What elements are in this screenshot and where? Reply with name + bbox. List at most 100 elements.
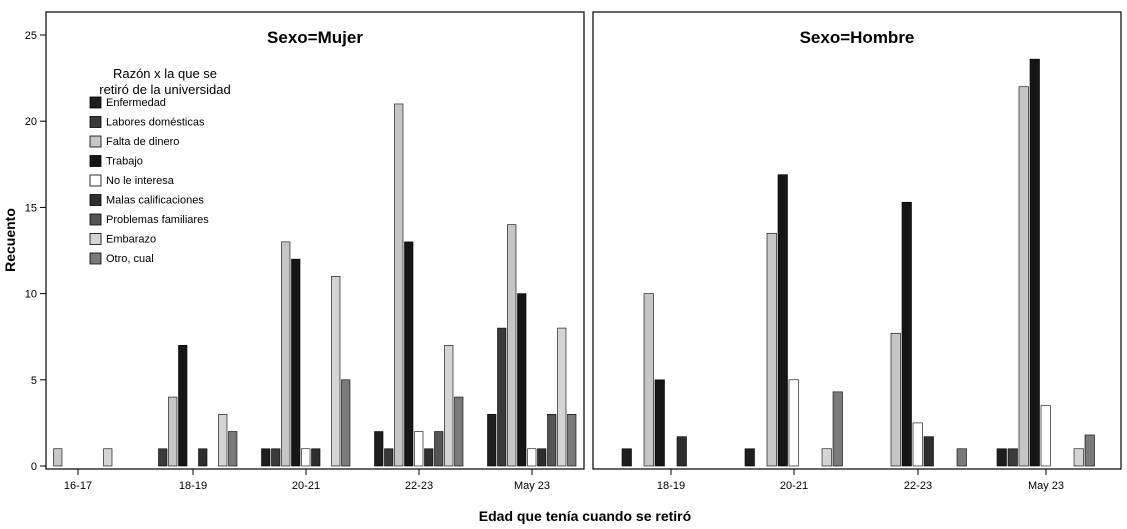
bar-mujer-1-1 <box>158 448 168 467</box>
x-tick-label: May 23 <box>514 480 550 492</box>
bar-mujer-2-8 <box>341 379 351 467</box>
x-ticks-mujer: 16-17 18-19 20-21 22-23 May 23 <box>64 469 550 492</box>
bar-hombre-2-3 <box>901 201 912 467</box>
bar-hombre-3-0 <box>996 448 1007 467</box>
bar-mujer-4-2 <box>507 224 517 467</box>
bar-mujer-1-5 <box>198 448 208 467</box>
bar-hombre-0-0 <box>621 448 632 467</box>
legend-item-label: Otro, cual <box>106 253 154 265</box>
y-tick-label: 20 <box>25 116 37 128</box>
bar-hombre-3-8 <box>1084 434 1095 467</box>
bar-mujer-4-5 <box>537 448 547 467</box>
legend: Razón x la que se retiró de la universid… <box>89 66 231 265</box>
bar-mujer-1-8 <box>228 431 238 467</box>
bar-hombre-1-2 <box>766 232 777 467</box>
bar-mujer-3-8 <box>454 396 464 467</box>
x-ticks-hombre: 18-19 20-21 22-23 May 23 <box>657 469 1064 492</box>
legend-swatch <box>89 174 102 187</box>
bar-mujer-4-1 <box>497 327 507 467</box>
bar-mujer-3-1 <box>384 448 394 467</box>
y-tick-label: 25 <box>25 30 37 42</box>
legend-items: Enfermedad Labores domésticas Falta de din… <box>89 96 209 265</box>
bar-mujer-2-0 <box>261 448 271 467</box>
y-tick-label: 10 <box>25 289 37 301</box>
bar-mujer-2-4 <box>301 448 311 467</box>
legend-swatch <box>89 96 102 109</box>
legend-swatch <box>89 116 102 128</box>
bar-mujer-4-8 <box>567 413 577 467</box>
panel-hombre-title: Sexo=Hombre <box>800 28 915 47</box>
legend-item-label: Labores domésticas <box>106 117 205 129</box>
y-tick-label: 5 <box>31 375 37 387</box>
bar-mujer-2-3 <box>291 258 301 467</box>
x-tick-label: May 23 <box>1028 480 1064 492</box>
panel-mujer: Sexo=Mujer <box>45 11 585 470</box>
bar-hombre-1-0 <box>744 448 755 467</box>
bars-hombre <box>621 58 1095 467</box>
legend-item-label: No le interesa <box>106 175 175 187</box>
bar-hombre-3-7 <box>1073 448 1084 467</box>
bar-mujer-4-4 <box>527 448 537 467</box>
x-tick-label: 16-17 <box>64 480 92 492</box>
x-tick-label: 20-21 <box>780 480 808 492</box>
y-axis: 0 5 10 15 20 25 <box>25 30 46 473</box>
legend-swatch <box>89 213 102 226</box>
legend-item-label: Embarazo <box>106 234 156 246</box>
bar-hombre-2-5 <box>923 436 934 467</box>
bar-mujer-4-0 <box>487 413 497 467</box>
legend-item-label: Problemas familiares <box>106 214 209 226</box>
bar-mujer-3-4 <box>414 431 424 467</box>
bar-hombre-1-4 <box>788 379 799 467</box>
bar-mujer-0-2 <box>53 448 63 467</box>
bars-mujer <box>53 103 577 467</box>
panel-hombre-frame <box>592 11 1122 470</box>
bar-mujer-4-6 <box>547 413 557 467</box>
bar-mujer-3-2 <box>394 103 404 467</box>
bar-hombre-3-3 <box>1029 58 1040 467</box>
legend-swatch <box>89 135 102 148</box>
bar-hombre-2-8 <box>956 448 967 467</box>
legend-item-label: Enfermedad <box>106 97 166 109</box>
x-tick-label: 18-19 <box>179 480 207 492</box>
legend-title-line2: retiró de la universidad <box>99 82 231 97</box>
x-tick-label: 18-19 <box>657 480 685 492</box>
panel-hombre: Sexo=Hombre <box>592 11 1122 470</box>
bar-hombre-0-5 <box>676 436 687 467</box>
legend-swatch <box>89 194 102 206</box>
bar-mujer-1-2 <box>168 396 178 467</box>
legend-item-label: Trabajo <box>106 156 143 168</box>
bar-hombre-2-2 <box>890 332 901 467</box>
bar-hombre-2-4 <box>912 422 923 467</box>
bar-hombre-3-4 <box>1040 405 1051 467</box>
bar-hombre-0-2 <box>643 293 654 467</box>
legend-swatch <box>89 155 102 167</box>
y-tick-label: 15 <box>25 202 37 214</box>
y-axis-title: Recuento <box>2 208 18 272</box>
bar-mujer-3-6 <box>434 431 444 467</box>
legend-item-label: Malas calificaciones <box>106 195 204 207</box>
bar-mujer-3-3 <box>404 241 414 467</box>
bar-mujer-3-7 <box>444 345 454 467</box>
legend-title-line1: Razón x la que se <box>113 66 217 81</box>
bar-hombre-3-2 <box>1018 86 1029 467</box>
bar-mujer-3-0 <box>374 431 384 467</box>
x-axis-title: Edad que tenía cuando se retiró <box>479 508 691 524</box>
bar-hombre-1-7 <box>821 448 832 467</box>
bar-mujer-1-7 <box>218 413 228 467</box>
x-tick-label: 22-23 <box>904 480 932 492</box>
bar-mujer-3-5 <box>424 448 434 467</box>
bar-mujer-0-7 <box>103 448 113 467</box>
legend-swatch <box>89 233 102 245</box>
bar-mujer-2-7 <box>331 276 341 467</box>
legend-swatch <box>89 252 102 265</box>
bar-hombre-1-3 <box>777 174 788 467</box>
bar-mujer-2-1 <box>271 448 281 467</box>
bar-mujer-1-3 <box>178 345 188 467</box>
x-tick-label: 20-21 <box>292 480 320 492</box>
bar-mujer-4-7 <box>557 327 567 467</box>
bar-hombre-1-8 <box>832 391 843 467</box>
bar-mujer-2-2 <box>281 241 291 467</box>
bar-hombre-0-3 <box>654 379 665 467</box>
bar-mujer-4-3 <box>517 293 527 467</box>
